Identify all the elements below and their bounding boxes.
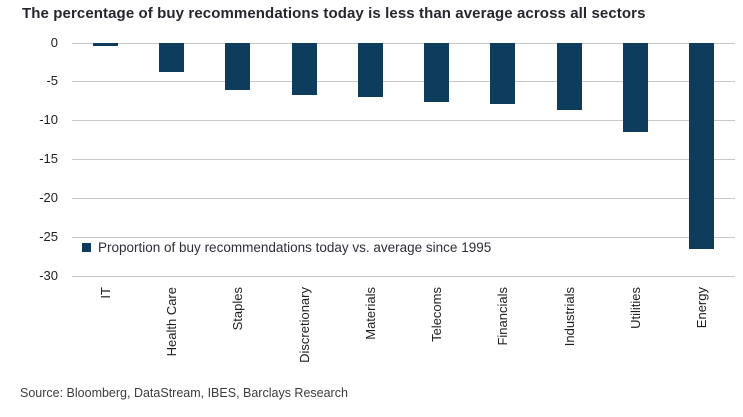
bar-it: [92, 42, 118, 47]
bar-energy: [689, 42, 715, 249]
y-axis-tick-label: -25: [39, 229, 58, 245]
y-axis-tick-label: -15: [39, 151, 58, 167]
y-axis-tick-label: 0: [50, 34, 58, 50]
y-axis-tick-label: -5: [46, 73, 58, 89]
x-axis-label-utilities: Utilities: [628, 287, 644, 329]
legend: Proportion of buy recommendations today …: [82, 240, 491, 255]
gridline-y-25: [72, 237, 735, 239]
x-axis-label-industrials: Industrials: [561, 287, 577, 347]
x-axis-label-financials: Financials: [495, 287, 511, 346]
x-axis-label-it: IT: [97, 287, 113, 299]
bar-materials: [357, 42, 383, 97]
x-axis-label-materials: Materials: [362, 287, 378, 340]
x-axis-label-staples: Staples: [230, 287, 246, 331]
legend-label: Proportion of buy recommendations today …: [98, 240, 492, 255]
bar-financials: [490, 42, 516, 104]
gridline-y-30: [72, 276, 735, 277]
gridline-y-20: [72, 198, 735, 200]
bar-industrials: [556, 42, 582, 111]
source-note: Source: Bloomberg, DataStream, IBES, Bar…: [20, 386, 348, 400]
bar-utilities: [623, 42, 649, 132]
chart-title: The percentage of buy recommendations to…: [22, 5, 646, 22]
legend-marker-square: [82, 243, 91, 252]
gridline-y0: [72, 42, 735, 44]
x-axis-label-health-care: Health Care: [163, 287, 179, 357]
gridline-y-15: [72, 159, 735, 161]
gridline-y-10: [72, 120, 735, 122]
y-axis-tick-label: -30: [39, 268, 58, 283]
y-axis-tick-label: -20: [39, 190, 58, 206]
y-axis-tick-label: -10: [39, 112, 58, 128]
x-axis-label-telecoms: Telecoms: [429, 287, 445, 342]
x-axis-label-discretionary: Discretionary: [296, 287, 312, 363]
bar-telecoms: [424, 42, 450, 102]
bar-staples: [225, 42, 251, 90]
bar-discretionary: [291, 42, 317, 96]
gridline-y-5: [72, 81, 735, 83]
bar-health-care: [158, 42, 184, 73]
x-axis-label-energy: Energy: [694, 287, 710, 329]
